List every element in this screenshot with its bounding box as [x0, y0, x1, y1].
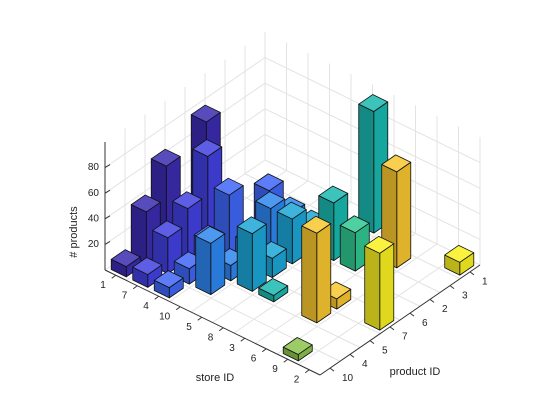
- x-tick: [218, 327, 224, 332]
- bar: [282, 337, 313, 362]
- bar-top: [130, 194, 161, 213]
- x-tick-label: 3: [229, 343, 235, 354]
- x-tick-label: 8: [208, 332, 214, 343]
- bar-top: [253, 173, 284, 192]
- bar-side: [316, 223, 332, 324]
- bar-side: [396, 161, 412, 269]
- bar: [381, 154, 412, 269]
- bar: [153, 270, 184, 299]
- x-tick: [304, 369, 310, 374]
- bar-top: [301, 215, 332, 234]
- x-tick-label: 7: [122, 290, 128, 301]
- grid-line: [104, 82, 266, 194]
- grid-line: [104, 57, 266, 169]
- y-tick: [349, 353, 355, 358]
- bar: [132, 257, 163, 288]
- x-tick: [197, 316, 203, 321]
- bar-top: [358, 94, 389, 112]
- y-tick-label: 4: [362, 359, 368, 370]
- bar-top: [192, 139, 223, 157]
- x-tick: [283, 358, 289, 363]
- bar-top: [110, 249, 141, 268]
- y-tick-label: 3: [462, 290, 468, 301]
- bar-top: [153, 270, 184, 289]
- bar-top: [282, 337, 313, 355]
- x-tick-label: 4: [143, 301, 149, 312]
- bar-top: [255, 191, 286, 209]
- y-tick: [369, 340, 375, 345]
- z-tick-label: 80: [88, 162, 100, 173]
- bar-top: [276, 201, 307, 220]
- y-tick-label: 5: [382, 345, 388, 356]
- x-tick: [111, 274, 117, 279]
- z-tick-label: 60: [88, 188, 100, 199]
- bar-side: [195, 235, 212, 296]
- y-tick: [329, 367, 335, 372]
- bar: [258, 278, 289, 303]
- y-tick-label: 1: [482, 277, 488, 288]
- x-tick-label: 1: [100, 280, 106, 291]
- z-tick-label: 40: [88, 213, 100, 224]
- bar: [195, 226, 226, 296]
- y-tick-label: 6: [422, 318, 428, 329]
- y-axis-label: product ID: [390, 366, 441, 378]
- x-axis: [104, 269, 321, 376]
- x-tick: [175, 306, 181, 311]
- bar-side: [358, 103, 375, 234]
- bar-top: [132, 257, 163, 275]
- bar: [339, 215, 370, 272]
- y-tick: [469, 271, 475, 276]
- y-tick-label: 2: [442, 304, 448, 315]
- z-tick: [104, 240, 111, 245]
- y-axis: [319, 264, 481, 376]
- bar-top: [172, 191, 203, 210]
- bar-top: [152, 220, 183, 239]
- bar-side: [379, 243, 395, 331]
- bar-side: [339, 224, 356, 272]
- x-axis-label: store ID: [196, 372, 235, 384]
- x-tick-label: 2: [294, 374, 300, 385]
- bar-top: [339, 215, 370, 234]
- x-tick: [240, 337, 246, 342]
- bar-top: [190, 104, 221, 123]
- y-tick: [429, 298, 435, 303]
- y-tick: [389, 326, 395, 331]
- bar-top: [213, 177, 244, 196]
- y-tick: [449, 285, 455, 290]
- bar-top: [444, 244, 475, 263]
- y-tick-label: 10: [342, 373, 354, 384]
- y-tick-label: 7: [402, 332, 408, 343]
- bar: [444, 244, 475, 276]
- x-tick: [132, 285, 138, 290]
- y-tick: [409, 312, 415, 317]
- bar: [364, 235, 395, 331]
- bar-top: [236, 216, 267, 235]
- z-tick: [104, 215, 111, 220]
- bar-top: [195, 226, 226, 244]
- x-tick-label: 9: [272, 364, 278, 375]
- bar-top: [258, 278, 289, 296]
- x-tick: [261, 348, 267, 353]
- bar-side: [210, 233, 226, 296]
- z-tick-label: 20: [88, 239, 100, 250]
- bar-side: [364, 245, 381, 331]
- z-tick: [104, 164, 111, 169]
- x-tick-label: 10: [159, 311, 171, 322]
- bar-top: [318, 185, 349, 204]
- z-tick: [104, 189, 111, 194]
- x-tick: [154, 295, 160, 300]
- x-tick-label: 5: [186, 322, 192, 333]
- bar: [301, 215, 332, 324]
- bar-top: [381, 154, 412, 173]
- grid-line: [104, 108, 266, 220]
- bar-side: [301, 225, 318, 324]
- bar-top: [364, 235, 395, 254]
- bar: [236, 216, 267, 292]
- x-tick-label: 6: [251, 353, 257, 364]
- z-axis-label: # products: [68, 206, 80, 258]
- bar-side: [236, 226, 253, 292]
- bar-top: [150, 148, 181, 167]
- bar-side: [251, 223, 267, 292]
